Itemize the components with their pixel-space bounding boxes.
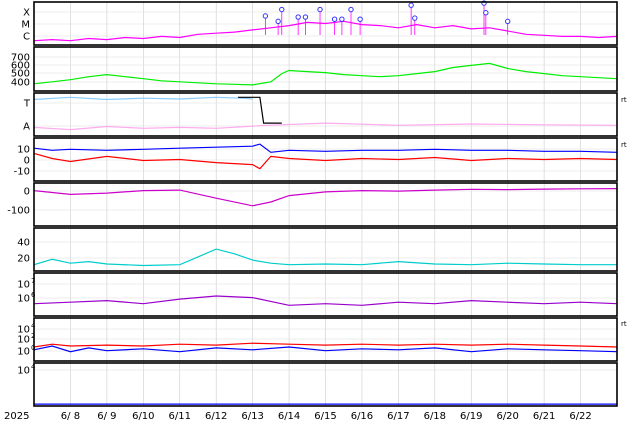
y-tick-label: 40 xyxy=(17,238,30,249)
y-tick-label: 700 xyxy=(11,53,30,64)
series-line-proton-flux-0 xyxy=(33,345,618,353)
panel-xray: XMC xyxy=(21,0,618,46)
panel-imf-field: 100-10 xyxy=(14,137,618,182)
x-tick-label: 6/ 8 xyxy=(61,411,80,422)
y-tick-label: 0 xyxy=(24,156,30,167)
series-line-imf-field-0 xyxy=(33,143,618,153)
flare-marker xyxy=(408,2,414,8)
x-tick-label: 6/10 xyxy=(132,411,154,422)
x-tick-label: 6/21 xyxy=(533,411,555,422)
flare-marker xyxy=(331,16,338,22)
x-tick-label: 6/15 xyxy=(314,411,336,422)
panel-frame xyxy=(33,1,618,46)
x-tick-label: 6/11 xyxy=(169,411,191,422)
flare-marker xyxy=(317,6,323,13)
y-tick-label: C xyxy=(23,32,30,43)
flare-marker xyxy=(348,6,354,13)
panel-frame xyxy=(33,92,618,137)
series-line-density-0 xyxy=(33,248,617,267)
y-tick-label: 10 xyxy=(17,347,30,358)
x-tick-label: 6/22 xyxy=(569,411,591,422)
y-tick-label: A xyxy=(23,122,30,133)
y-tick-label: 10 xyxy=(17,294,30,305)
y-tick-label: 500 xyxy=(11,69,30,80)
y-tick-label: 10 xyxy=(17,280,30,291)
x-tick-label: 6/20 xyxy=(496,411,518,422)
y-tick-label: 10 xyxy=(17,325,30,336)
panel-frame xyxy=(33,317,618,362)
x-tick-label: 6/16 xyxy=(351,411,373,422)
panel-frame xyxy=(33,272,618,317)
flare-marker xyxy=(295,14,301,20)
series-line-electron-flux-0 xyxy=(33,295,618,306)
flare-marker xyxy=(357,16,363,22)
y-tick-label: 10 xyxy=(17,366,30,377)
y-tick-label: 10 xyxy=(17,145,30,156)
flare-marker xyxy=(275,18,281,25)
panel-dst: 0 -100 xyxy=(7,182,618,227)
flare-marker xyxy=(504,18,511,25)
y-tick-label: 0 xyxy=(24,187,30,198)
x-tick-label: 6/14 xyxy=(278,411,300,422)
right-label: rt xyxy=(621,141,627,149)
right-label: rt xyxy=(621,96,627,104)
panel-frame xyxy=(33,182,618,227)
x-tick-label: 6/17 xyxy=(387,411,409,422)
panel-frame xyxy=(33,362,618,407)
y-tick-label: X xyxy=(23,8,30,19)
series-line-dst-0 xyxy=(33,188,618,207)
y-tick-label: 600 xyxy=(11,61,30,72)
y-tick-label: 10 xyxy=(17,335,30,346)
series-line-imf-direction-2 xyxy=(33,122,618,131)
series-line-imf-field-1 xyxy=(33,152,618,170)
flare-marker xyxy=(279,6,285,13)
panel-imf-direction: TA xyxy=(23,92,618,137)
series-line-imf-direction-1 xyxy=(238,96,282,124)
y-tick-label: 400 xyxy=(11,78,30,89)
right-label: rt xyxy=(621,320,627,328)
x-tick-label: 6/19 xyxy=(460,411,482,422)
flare-marker xyxy=(302,14,309,20)
x-tick-label: 6/18 xyxy=(424,411,446,422)
y-tick-label: M xyxy=(21,20,30,31)
x-year-label: 2025 xyxy=(4,411,29,422)
flare-marker xyxy=(412,15,418,21)
series-line-speed-0 xyxy=(33,62,618,86)
x-tick-label: 6/13 xyxy=(241,411,263,422)
y-tick-label: 20 xyxy=(17,254,30,265)
series-line-proton-flux-1 xyxy=(33,342,618,348)
panel-high-energy-proton: 10 4 xyxy=(17,362,618,407)
x-tick-label: 6/ 9 xyxy=(97,411,116,422)
series-line-xray-0 xyxy=(33,20,618,42)
x-tick-label: 6/12 xyxy=(205,411,227,422)
flare-marker xyxy=(483,10,489,16)
panel-frame xyxy=(33,137,618,182)
flare-marker xyxy=(262,13,269,19)
flare-marker xyxy=(339,16,345,22)
y-tick-label: -10 xyxy=(14,167,30,178)
panel-frame xyxy=(33,46,618,92)
y-tick-label: -100 xyxy=(7,206,30,217)
series-line-imf-direction-0 xyxy=(33,96,253,101)
panel-frame xyxy=(33,227,618,272)
y-tick-label: T xyxy=(23,99,31,110)
